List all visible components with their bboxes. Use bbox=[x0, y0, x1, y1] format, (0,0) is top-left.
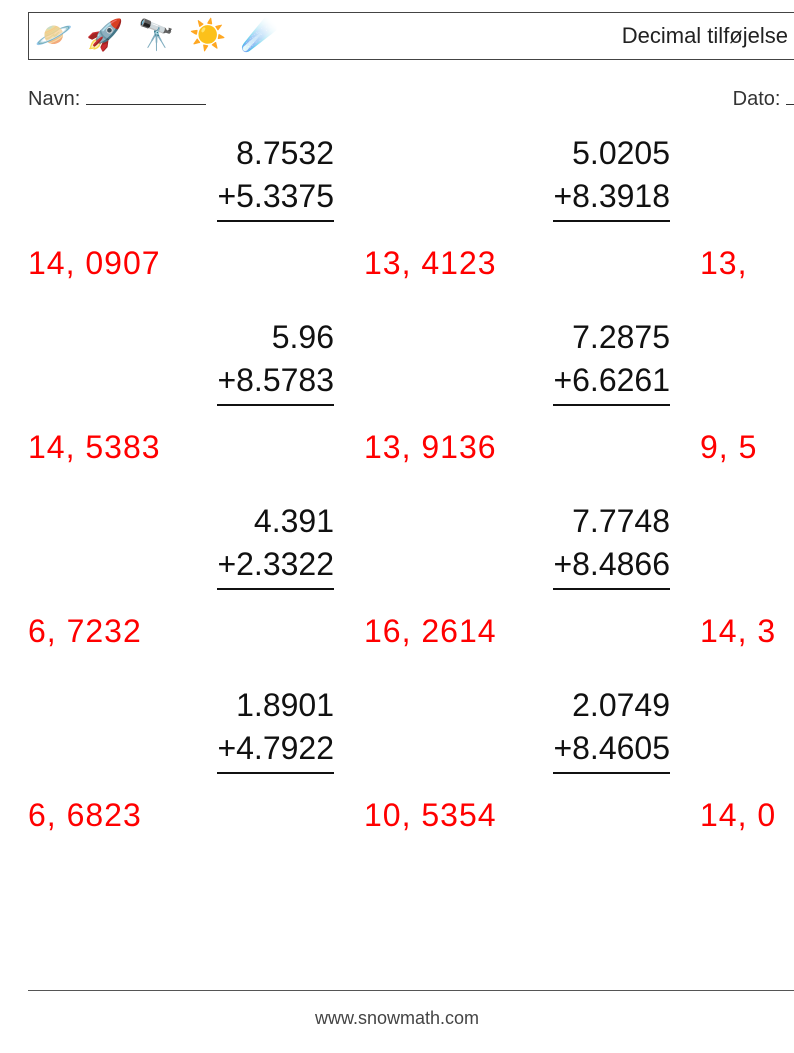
header-icons: 🪐 🚀 🔭 ☀️ ☄️ bbox=[35, 21, 278, 51]
meta-row: Navn: Dato: bbox=[28, 88, 794, 111]
header-bar: 🪐 🚀 🔭 ☀️ ☄️ Decimal tilføjelse bbox=[28, 12, 794, 60]
operand-top: 4.391 bbox=[217, 500, 334, 543]
operand-bottom: +8.4605 bbox=[553, 727, 670, 774]
operand-bottom: +4.7922 bbox=[217, 727, 334, 774]
problem: 8.7532 +5.3375 14, 0907 bbox=[28, 132, 364, 282]
problem: 4.391 +2.3322 6, 7232 bbox=[28, 500, 364, 650]
operand-top: 1.8901 bbox=[217, 684, 334, 727]
worksheet-title: Decimal tilføjelse bbox=[622, 23, 794, 49]
problem: 7.2875 +6.6261 13, 9136 bbox=[364, 316, 700, 466]
problem-stack: 8.7532 +5.3375 bbox=[217, 132, 334, 222]
problem: 13, bbox=[700, 132, 794, 282]
planet-icon: 🪐 bbox=[35, 21, 72, 51]
comet-icon: ☄️ bbox=[240, 21, 277, 51]
problem: 14, 0 bbox=[700, 684, 794, 834]
answer: 6, 7232 bbox=[28, 613, 142, 650]
answer: 13, 9136 bbox=[364, 429, 497, 466]
problem-stack: 5.0205 +8.3918 bbox=[553, 132, 670, 222]
operand-top: 2.0749 bbox=[553, 684, 670, 727]
answer: 6, 6823 bbox=[28, 797, 142, 834]
name-label-text: Navn: bbox=[28, 88, 80, 110]
problems-grid: 8.7532 +5.3375 14, 0907 5.0205 +8.3918 1… bbox=[28, 132, 794, 834]
problem-stack: 5.96 +8.5783 bbox=[217, 316, 334, 406]
problem: 7.7748 +8.4866 16, 2614 bbox=[364, 500, 700, 650]
problem-stack: 2.0749 +8.4605 bbox=[553, 684, 670, 774]
problem-stack: 4.391 +2.3322 bbox=[217, 500, 334, 590]
name-blank-line bbox=[86, 104, 206, 105]
date-label: Dato: bbox=[733, 88, 794, 111]
worksheet-page: { "header": { "title": "Decimal tilføjel… bbox=[0, 0, 794, 1053]
problem: 14, 3 bbox=[700, 500, 794, 650]
date-label-text: Dato: bbox=[733, 88, 781, 110]
answer: 14, 3 bbox=[700, 613, 776, 650]
rocket-icon: 🚀 bbox=[86, 21, 123, 51]
date-blank-line bbox=[786, 104, 794, 105]
operand-top: 7.2875 bbox=[553, 316, 670, 359]
operand-bottom: +2.3322 bbox=[217, 543, 334, 590]
answer: 16, 2614 bbox=[364, 613, 497, 650]
answer: 10, 5354 bbox=[364, 797, 497, 834]
problem: 5.96 +8.5783 14, 5383 bbox=[28, 316, 364, 466]
answer: 14, 0 bbox=[700, 797, 776, 834]
answer: 13, bbox=[700, 245, 747, 282]
telescope-icon: 🔭 bbox=[138, 21, 175, 51]
problem: 5.0205 +8.3918 13, 4123 bbox=[364, 132, 700, 282]
operand-top: 5.0205 bbox=[553, 132, 670, 175]
operand-bottom: +8.3918 bbox=[553, 175, 670, 222]
answer: 9, 5 bbox=[700, 429, 757, 466]
operand-bottom: +8.4866 bbox=[553, 543, 670, 590]
problem-stack: 7.7748 +8.4866 bbox=[553, 500, 670, 590]
footer-url: www.snowmath.com bbox=[0, 1008, 794, 1029]
problem-stack: 1.8901 +4.7922 bbox=[217, 684, 334, 774]
problem: 9, 5 bbox=[700, 316, 794, 466]
name-label: Navn: bbox=[28, 88, 206, 111]
operand-top: 7.7748 bbox=[553, 500, 670, 543]
operand-top: 5.96 bbox=[217, 316, 334, 359]
operand-bottom: +8.5783 bbox=[217, 359, 334, 406]
operand-bottom: +5.3375 bbox=[217, 175, 334, 222]
problem-stack: 7.2875 +6.6261 bbox=[553, 316, 670, 406]
footer-divider bbox=[28, 990, 794, 991]
problem: 2.0749 +8.4605 10, 5354 bbox=[364, 684, 700, 834]
answer: 13, 4123 bbox=[364, 245, 497, 282]
operand-top: 8.7532 bbox=[217, 132, 334, 175]
sun-icon: ☀️ bbox=[189, 21, 226, 51]
operand-bottom: +6.6261 bbox=[553, 359, 670, 406]
answer: 14, 5383 bbox=[28, 429, 161, 466]
problem: 1.8901 +4.7922 6, 6823 bbox=[28, 684, 364, 834]
answer: 14, 0907 bbox=[28, 245, 161, 282]
